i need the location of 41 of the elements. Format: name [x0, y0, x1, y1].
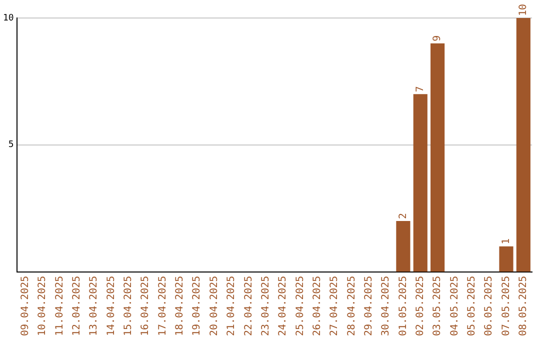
- data-label: 10: [518, 4, 530, 16]
- x-tick-label: 04.05.2025: [449, 276, 460, 336]
- x-tick-label: 15.04.2025: [123, 276, 134, 336]
- x-tick-label: 25.04.2025: [294, 276, 306, 336]
- x-tick-label: 03.05.2025: [432, 276, 444, 336]
- x-tick-label: 28.04.2025: [346, 276, 358, 336]
- x-tick-label: 05.05.2025: [466, 276, 478, 336]
- data-label: 9: [432, 35, 444, 42]
- x-tick-label: 27.04.2025: [329, 276, 340, 336]
- x-tick-label: 24.04.2025: [278, 276, 289, 336]
- x-tick-label: 10.04.2025: [37, 276, 48, 336]
- bar: [516, 18, 530, 272]
- x-tick-label: 26.04.2025: [312, 276, 323, 336]
- x-tick-label: 20.04.2025: [208, 276, 220, 336]
- bar: [413, 94, 428, 272]
- x-tick-label: 12.04.2025: [72, 276, 83, 336]
- bar: [499, 246, 514, 272]
- bar: [430, 43, 445, 272]
- x-tick-label: 30.04.2025: [380, 276, 392, 336]
- x-tick-label: 21.04.2025: [226, 276, 238, 336]
- data-label: 1: [500, 238, 512, 244]
- x-tick-label: 02.05.2025: [414, 276, 426, 336]
- x-tick-label: 08.05.2025: [518, 276, 530, 336]
- data-label: 2: [398, 213, 409, 220]
- x-tick-label: 29.04.2025: [363, 276, 374, 336]
- x-tick-label: 16.04.2025: [140, 276, 152, 336]
- x-tick-label: 06.05.2025: [484, 276, 495, 336]
- x-tick-label: 23.04.2025: [260, 276, 272, 336]
- bar: [396, 221, 410, 272]
- x-tick-label: 22.04.2025: [243, 276, 254, 336]
- x-tick-label: 01.05.2025: [398, 276, 409, 336]
- data-label: 7: [414, 86, 426, 92]
- x-tick-label: 09.04.2025: [20, 276, 32, 336]
- x-tick-label: 14.04.2025: [106, 276, 117, 336]
- x-tick-label: 11.04.2025: [54, 276, 66, 336]
- x-tick-label: 18.04.2025: [174, 276, 186, 336]
- x-tick-label: 19.04.2025: [192, 276, 203, 336]
- x-tick-label: 13.04.2025: [88, 276, 100, 336]
- y-tick-label: 5: [8, 140, 14, 150]
- x-tick-label: 17.04.2025: [157, 276, 168, 336]
- x-tick-label: 07.05.2025: [500, 276, 512, 336]
